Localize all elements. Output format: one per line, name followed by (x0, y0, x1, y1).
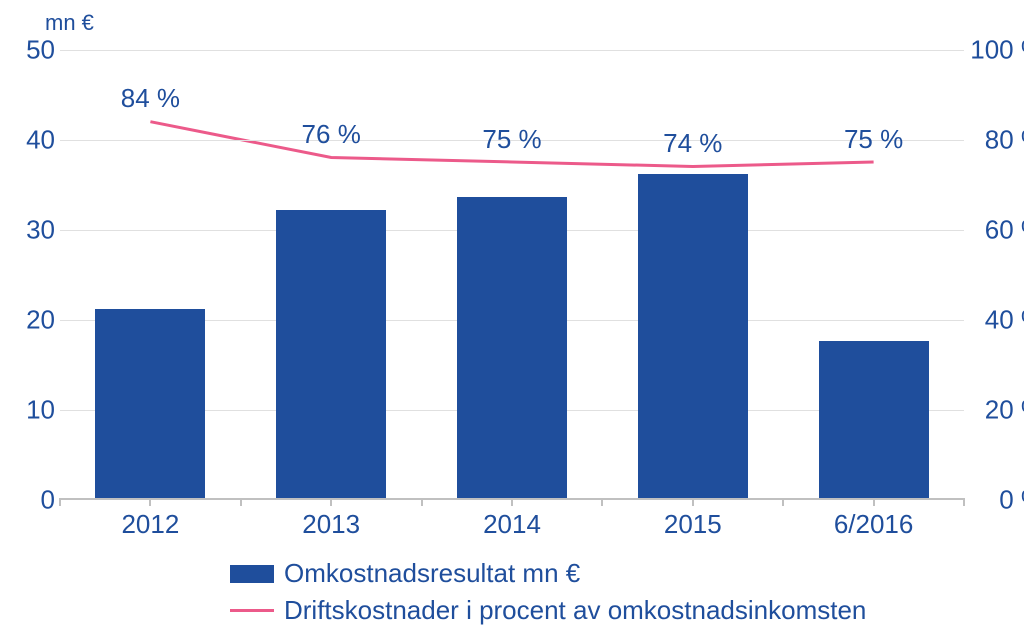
legend-bar-label: Omkostnadsresultat mn € (284, 558, 580, 589)
y2-tick-label: 40 % (969, 305, 1024, 336)
bar (638, 174, 748, 498)
legend-item-bars: Omkostnadsresultat mn € (230, 558, 866, 589)
x-axis-label: 2013 (302, 509, 360, 540)
line-data-label: 84 % (121, 83, 180, 114)
legend-swatch-bar (230, 565, 274, 583)
y2-tick-label: 100 % (969, 35, 1024, 66)
x-tick (692, 498, 694, 506)
bar (276, 210, 386, 498)
plot-area: 010203040500 %20 %40 %60 %80 %100 %20128… (60, 50, 964, 500)
x-tick (873, 498, 875, 506)
x-tick (963, 498, 965, 506)
unit-label: mn € (45, 10, 94, 36)
legend-item-line: Driftskostnader i procent av omkostnadsi… (230, 595, 866, 626)
chart-container: mn € 010203040500 %20 %40 %60 %80 %100 %… (0, 0, 1024, 644)
x-tick (149, 498, 151, 506)
bar (819, 341, 929, 499)
x-axis-label: 6/2016 (834, 509, 914, 540)
y1-tick-label: 40 (10, 125, 55, 156)
legend-line-label: Driftskostnader i procent av omkostnadsi… (284, 595, 866, 626)
line-data-label: 75 % (844, 124, 903, 155)
x-tick (601, 498, 603, 506)
line-data-label: 75 % (482, 124, 541, 155)
y2-tick-label: 20 % (969, 395, 1024, 426)
x-tick (782, 498, 784, 506)
x-axis-label: 2015 (664, 509, 722, 540)
legend-swatch-line (230, 609, 274, 612)
bar (457, 197, 567, 499)
y1-tick-label: 10 (10, 395, 55, 426)
x-tick (59, 498, 61, 506)
y1-tick-label: 50 (10, 35, 55, 66)
y1-tick-label: 0 (10, 485, 55, 516)
y2-tick-label: 60 % (969, 215, 1024, 246)
y1-tick-label: 30 (10, 215, 55, 246)
line-data-label: 74 % (663, 128, 722, 159)
line-data-label: 76 % (302, 119, 361, 150)
x-axis-label: 2012 (121, 509, 179, 540)
x-tick (421, 498, 423, 506)
y1-tick-label: 20 (10, 305, 55, 336)
x-tick (511, 498, 513, 506)
y2-tick-label: 80 % (969, 125, 1024, 156)
bar (95, 309, 205, 498)
grid-line (60, 50, 964, 51)
x-tick (330, 498, 332, 506)
y2-tick-label: 0 % (969, 485, 1024, 516)
x-axis-label: 2014 (483, 509, 541, 540)
x-tick (240, 498, 242, 506)
legend: Omkostnadsresultat mn € Driftskostnader … (230, 558, 866, 632)
